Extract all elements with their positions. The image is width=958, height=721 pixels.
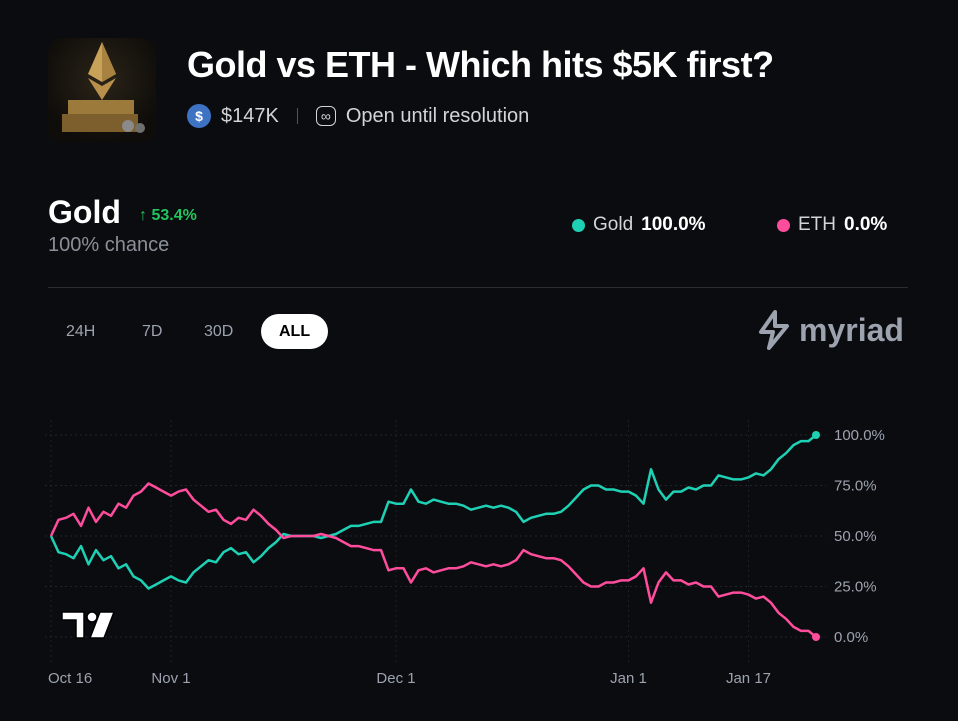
range-all-button[interactable]: ALL	[261, 314, 329, 349]
y-tick-label: 100.0%	[834, 427, 885, 444]
market-meta: $ $147K ∞ Open until resolution	[187, 104, 529, 128]
eth-dot-icon	[777, 218, 790, 232]
y-tick-label: 50.0%	[834, 528, 877, 545]
volume: $147K	[221, 104, 279, 127]
x-tick-label: Oct 16	[48, 670, 92, 687]
x-tick-label: Dec 1	[376, 670, 415, 687]
legend-value: 100.0%	[641, 214, 706, 235]
range-24h-button[interactable]: 24H	[66, 323, 96, 340]
series-line-gold	[49, 434, 817, 590]
x-tick-label: Jan 1	[610, 670, 647, 687]
usdc-icon: $	[187, 104, 211, 128]
y-tick-label: 25.0%	[834, 579, 877, 596]
divider	[48, 287, 908, 288]
leader-change: ↑ 53.4%	[139, 207, 197, 224]
range-7d-button[interactable]: 7D	[142, 323, 163, 340]
market-status: Open until resolution	[345, 104, 530, 127]
legend-eth: ETH 0.0%	[777, 214, 887, 236]
legend-label: Gold	[593, 214, 634, 235]
y-tick-label: 0.0%	[834, 629, 868, 646]
gold-eth-image	[62, 42, 145, 133]
data-point-eth	[812, 633, 820, 641]
series-line-eth	[49, 482, 817, 638]
price-chart[interactable]: 100.0% 75.0% 50.0% 25.0% 0.0% Oct 16 Nov 1 Dec…	[0, 400, 958, 700]
leader-chance: 100% chance	[48, 234, 170, 256]
market-thumbnail	[48, 38, 156, 142]
brand-name: myriad	[799, 311, 904, 348]
y-tick-label: 75.0%	[834, 478, 877, 495]
tradingview-logo[interactable]	[61, 611, 116, 639]
divider	[296, 108, 298, 124]
range-30d-button[interactable]: 30D	[204, 323, 234, 340]
market-title: Gold vs ETH - Which hits $5K first?	[187, 44, 774, 85]
data-point-gold	[812, 431, 820, 439]
leader-name: Gold	[48, 194, 121, 230]
infinity-icon: ∞	[315, 106, 336, 126]
gold-dot-icon	[572, 218, 585, 232]
x-tick-label: Nov 1	[151, 670, 190, 687]
myriad-logo-icon	[759, 310, 789, 350]
legend-gold: Gold 100.0%	[572, 214, 706, 236]
legend-label: ETH	[798, 214, 836, 235]
myriad-logo: myriad	[757, 310, 904, 350]
x-tick-label: Jan 17	[726, 670, 771, 687]
legend-value: 0.0%	[844, 214, 888, 235]
